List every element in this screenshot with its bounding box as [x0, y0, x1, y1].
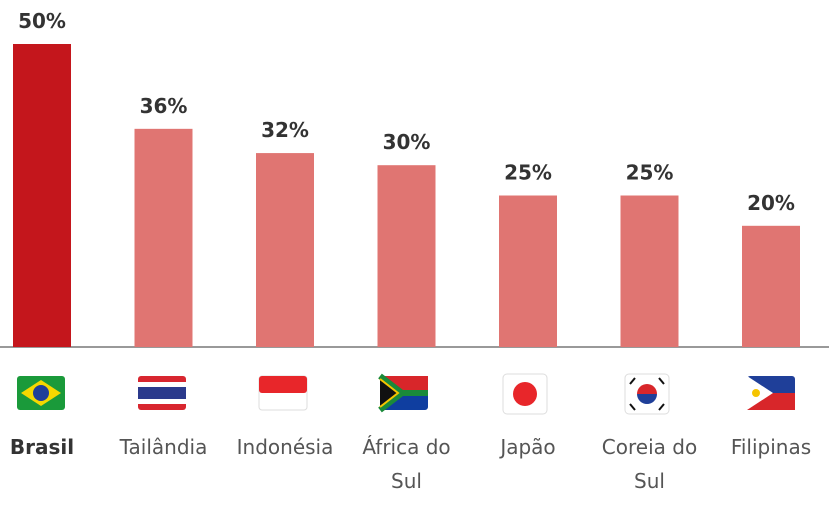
category-label: África do Sul: [362, 435, 451, 493]
bar: [377, 165, 436, 347]
value-label: 25%: [626, 161, 674, 185]
value-label: 30%: [383, 130, 431, 154]
flag: [138, 376, 186, 410]
category-label: Filipinas: [730, 435, 812, 459]
bar: [620, 195, 679, 347]
bar: [13, 44, 71, 347]
category-label: Brasil: [9, 435, 75, 459]
category-label: Coreia do Sul: [601, 435, 698, 493]
value-label: 32%: [261, 118, 309, 142]
category-label: Japão: [500, 435, 556, 459]
flag: [378, 373, 428, 413]
category-label: Indonésia: [236, 435, 334, 459]
value-label: 25%: [504, 161, 552, 185]
flag: [17, 376, 65, 410]
value-label: 50%: [18, 9, 66, 33]
bar: [742, 225, 800, 347]
bar: [134, 128, 193, 347]
flag: [624, 373, 670, 415]
flag: [258, 375, 308, 411]
bar: [499, 195, 557, 347]
category-label: Tailândia: [119, 435, 208, 459]
bar: [256, 153, 314, 347]
flag: [502, 373, 548, 415]
value-label: 36%: [140, 94, 188, 118]
flag: [747, 376, 795, 410]
value-label: 20%: [747, 191, 795, 215]
